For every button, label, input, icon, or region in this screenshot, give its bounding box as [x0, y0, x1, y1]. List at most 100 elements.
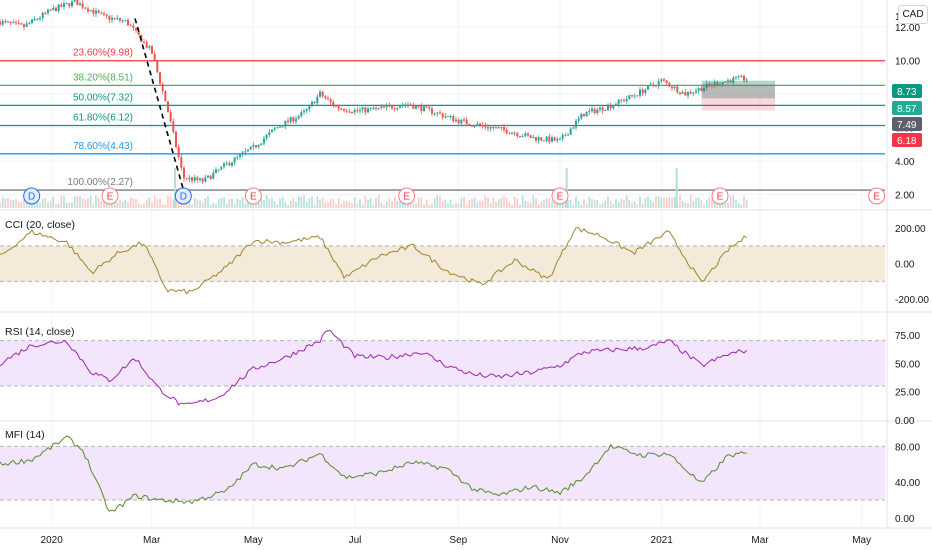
candle-body [671, 86, 673, 89]
candle-body [217, 169, 220, 171]
candle-body [116, 18, 119, 20]
candle-body [321, 91, 324, 97]
volume-bar [529, 202, 532, 208]
volume-bar [415, 203, 417, 208]
volume-bar [244, 203, 247, 208]
cci-tick-label: -200.00 [895, 295, 929, 306]
candle-body [647, 85, 649, 90]
volume-bar [724, 203, 727, 208]
cci-title: CCI (20, close) [5, 219, 75, 231]
candle-body [641, 89, 644, 94]
volume-bar [425, 199, 428, 208]
candle-body [375, 107, 377, 109]
volume-bar [692, 200, 695, 208]
candle-body [111, 17, 113, 20]
candle-body [551, 137, 553, 142]
candle-body [545, 136, 548, 141]
candle-body [503, 127, 505, 130]
candle-body [404, 104, 407, 106]
volume-bar [625, 195, 628, 208]
earnings-marker[interactable]: E [244, 187, 262, 205]
volume-bar [25, 202, 28, 208]
earnings-marker[interactable]: E [551, 187, 569, 205]
volume-bar [188, 197, 191, 208]
candle-body [604, 110, 607, 112]
marker-circle [868, 187, 886, 205]
fib-label: 23.60%(9.98) [73, 48, 133, 59]
candle-body [71, 1, 73, 7]
candle-body [537, 137, 540, 141]
dividend-marker[interactable]: D [174, 187, 192, 205]
candle-body [724, 81, 727, 83]
candle-body [737, 75, 740, 77]
volume-bar [356, 203, 359, 208]
candle-body [367, 108, 369, 113]
volume-bar [159, 198, 161, 208]
price-tick-label: 12.00 [895, 23, 920, 34]
candle-body [156, 60, 159, 73]
candle-body [679, 92, 681, 94]
time-axis[interactable]: 2020 Mar May Jul Sep Nov 2021 Mar May [41, 535, 872, 546]
marker-circle [244, 187, 262, 205]
candle-body [719, 84, 721, 86]
volume-bar [409, 202, 412, 208]
candle-body [1, 21, 4, 25]
earnings-marker[interactable]: E [101, 187, 119, 205]
marker-letter: E [107, 192, 114, 203]
rsi-title: RSI (14, close) [5, 326, 74, 338]
fib-label: 78.60%(4.43) [73, 141, 133, 152]
candle-body [492, 127, 495, 129]
candle-body [708, 83, 711, 85]
candle-body [452, 116, 455, 122]
earnings-marker[interactable]: E [711, 187, 729, 205]
volume-bar [55, 204, 57, 208]
volume-bar [401, 199, 404, 208]
price-pane[interactable]: 23.60%(9.98) 38.20%(8.51) 50.00%(7.32) 61.8… [0, 0, 885, 191]
volume-bar [671, 197, 673, 208]
earnings-marker[interactable]: E [398, 187, 416, 205]
candle-body [511, 132, 513, 134]
currency-badge[interactable]: CAD [898, 5, 928, 24]
volume-bar [9, 200, 12, 208]
candle-body [60, 4, 63, 7]
earnings-marker[interactable]: E [868, 187, 886, 205]
candle-body [108, 16, 111, 20]
position-profit-zone[interactable] [701, 80, 775, 99]
volume-bar [441, 200, 444, 208]
candle-body [559, 138, 561, 140]
candle-body [279, 126, 281, 128]
volume-bar [436, 195, 439, 208]
volume-bar [655, 195, 657, 208]
volume-bar [417, 197, 420, 208]
position-stop-zone[interactable] [701, 84, 775, 111]
cci-pane[interactable]: CCI (20, close) [0, 219, 885, 295]
candle-body [423, 106, 425, 112]
volume-bar [385, 201, 388, 208]
volume-bar [231, 198, 233, 208]
candle-body [23, 24, 25, 27]
rsi-pane[interactable]: RSI (14, close) [0, 326, 885, 406]
volume-bar [487, 197, 489, 208]
candle-body [735, 76, 737, 78]
candle-body [740, 75, 743, 77]
volume-bar [31, 201, 33, 208]
candle-body [260, 143, 263, 146]
marker-circle [551, 187, 569, 205]
volume-bar [364, 196, 367, 208]
volume-bar [60, 195, 63, 208]
price-axis[interactable]: 12.0010.008.006.004.002.0018.738.577.496… [892, 12, 929, 525]
dividend-marker[interactable]: D [23, 187, 41, 205]
volume-bar [145, 200, 148, 208]
volume-bar [289, 200, 292, 208]
candle-body [521, 136, 524, 138]
volume-bar [279, 198, 281, 208]
volume-bar [209, 204, 212, 208]
volume-bar [273, 201, 276, 208]
volume-bar [628, 199, 631, 208]
volume-bar [380, 202, 383, 208]
mfi-pane[interactable]: MFI (14) [0, 429, 885, 512]
candle-body [529, 135, 532, 138]
volume-bar [225, 203, 228, 208]
